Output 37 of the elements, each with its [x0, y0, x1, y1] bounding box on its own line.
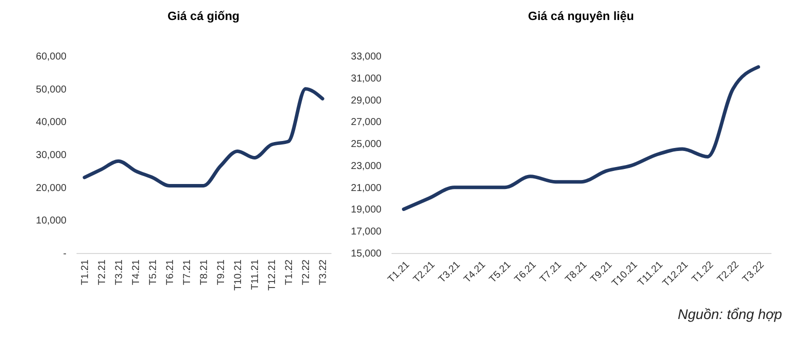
y-tick-label: 30,000: [36, 150, 67, 161]
x-tick-label: T2.21: [97, 259, 108, 286]
y-tick-label: 40,000: [36, 117, 67, 128]
y-tick-label: -: [63, 248, 66, 260]
x-tick-label: T9.21: [216, 259, 227, 286]
y-tick-label: 29,000: [350, 95, 382, 106]
y-tick-label: 31,000: [350, 73, 382, 84]
line-series: [402, 65, 760, 211]
x-tick-label: T8.21: [199, 259, 210, 286]
x-tick-label: T1.22: [284, 259, 295, 286]
x-tick-label: T10.21: [233, 259, 244, 291]
y-tick-label: 23,000: [350, 160, 382, 172]
x-tick-label: T5.21: [148, 259, 159, 286]
x-tick-label: T4.21: [131, 259, 142, 286]
y-tick-label: 33,000: [350, 52, 382, 62]
y-tick-label: 50,000: [36, 84, 67, 96]
x-tick-label: T7.21: [182, 259, 193, 286]
text: Nguồn: tổng hợp: [678, 306, 782, 322]
y-tick-label: 17,000: [350, 226, 382, 238]
y-tick-label: 15,000: [350, 248, 382, 260]
y-tick-label: 60,000: [36, 52, 67, 62]
line-series: [82, 87, 324, 188]
y-tick-label: 19,000: [350, 204, 382, 216]
y-tick-label: 27,000: [350, 117, 382, 128]
x-tick-label: T3.21: [114, 259, 125, 286]
x-tick-label: T6.21: [165, 259, 176, 286]
x-tick-label: T2.22: [301, 259, 312, 286]
x-tick-label: T1.21: [80, 259, 91, 286]
x-tick-label: T12.21: [267, 259, 278, 291]
x-tick-label: T3.22: [318, 259, 329, 286]
y-tick-label: 10,000: [36, 216, 67, 227]
chart-title: Giá cá giống: [167, 9, 240, 23]
y-tick-label: 20,000: [36, 182, 67, 194]
y-tick-label: 25,000: [350, 139, 382, 150]
x-tick-label: T11.21: [250, 259, 261, 290]
y-tick-label: 21,000: [350, 182, 382, 194]
chart-title: Giá cá nguyên liệu: [528, 9, 634, 23]
